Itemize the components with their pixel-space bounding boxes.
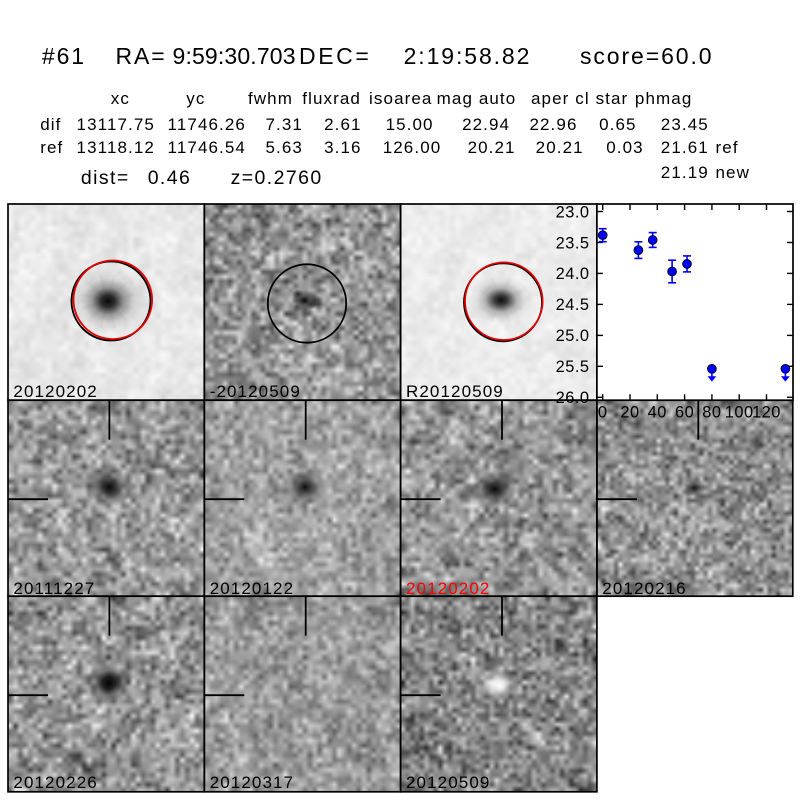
svg-text:40: 40 — [648, 404, 667, 422]
svg-text:24.5: 24.5 — [556, 296, 590, 314]
svg-text:80: 80 — [702, 404, 721, 422]
svg-text:120: 120 — [752, 404, 781, 422]
svg-text:0: 0 — [598, 404, 608, 422]
svg-text:25.0: 25.0 — [556, 327, 590, 345]
svg-text:23.5: 23.5 — [556, 234, 590, 252]
svg-text:24.0: 24.0 — [556, 265, 590, 283]
svg-text:25.5: 25.5 — [556, 358, 590, 376]
svg-text:60: 60 — [675, 404, 694, 422]
svg-text:23.0: 23.0 — [556, 203, 590, 221]
svg-text:100: 100 — [725, 404, 754, 422]
svg-text:20: 20 — [620, 404, 639, 422]
svg-text:26.0: 26.0 — [556, 389, 590, 407]
